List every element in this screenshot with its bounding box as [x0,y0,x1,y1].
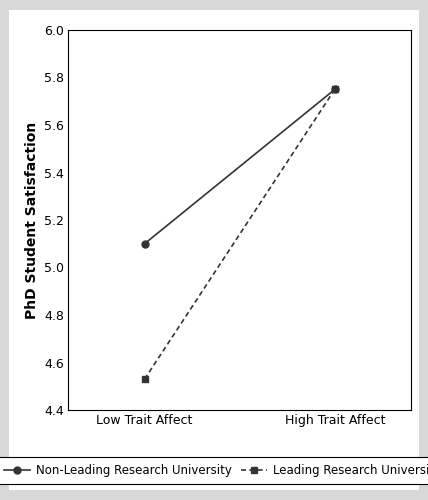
Legend: Non-Leading Research University, Leading Research University: Non-Leading Research University, Leading… [0,457,428,484]
Y-axis label: PhD Student Satisfaction: PhD Student Satisfaction [25,122,39,318]
